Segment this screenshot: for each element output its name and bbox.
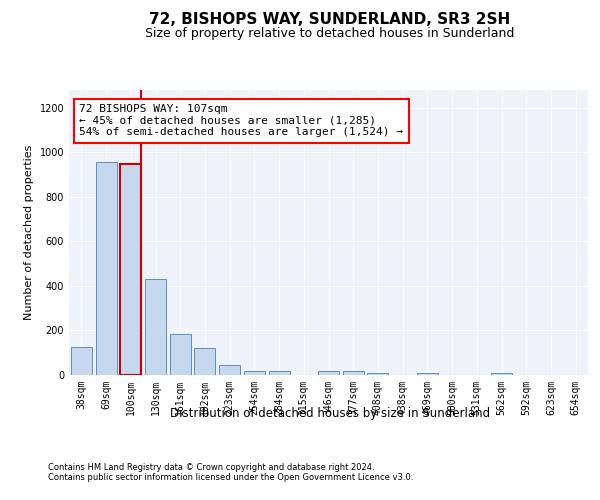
Text: Contains public sector information licensed under the Open Government Licence v3: Contains public sector information licen… [48,472,413,482]
Bar [120,164,141,375]
Bar [244,370,265,375]
Bar [219,365,240,375]
Text: Size of property relative to detached houses in Sunderland: Size of property relative to detached ho… [145,28,515,40]
Text: 72, BISHOPS WAY, SUNDERLAND, SR3 2SH: 72, BISHOPS WAY, SUNDERLAND, SR3 2SH [149,12,511,28]
Bar [145,280,166,375]
Bar [343,371,364,375]
Bar [367,373,388,375]
Y-axis label: Number of detached properties: Number of detached properties [24,145,34,320]
Bar [491,373,512,375]
Bar [71,347,92,375]
Text: Contains HM Land Registry data © Crown copyright and database right 2024.: Contains HM Land Registry data © Crown c… [48,462,374,471]
Bar [194,348,215,375]
Bar [95,162,116,375]
Bar [318,371,339,375]
Text: 72 BISHOPS WAY: 107sqm
← 45% of detached houses are smaller (1,285)
54% of semi-: 72 BISHOPS WAY: 107sqm ← 45% of detached… [79,104,403,138]
Text: Distribution of detached houses by size in Sunderland: Distribution of detached houses by size … [170,408,490,420]
Bar [170,334,191,375]
Bar [269,370,290,375]
Bar [417,373,438,375]
